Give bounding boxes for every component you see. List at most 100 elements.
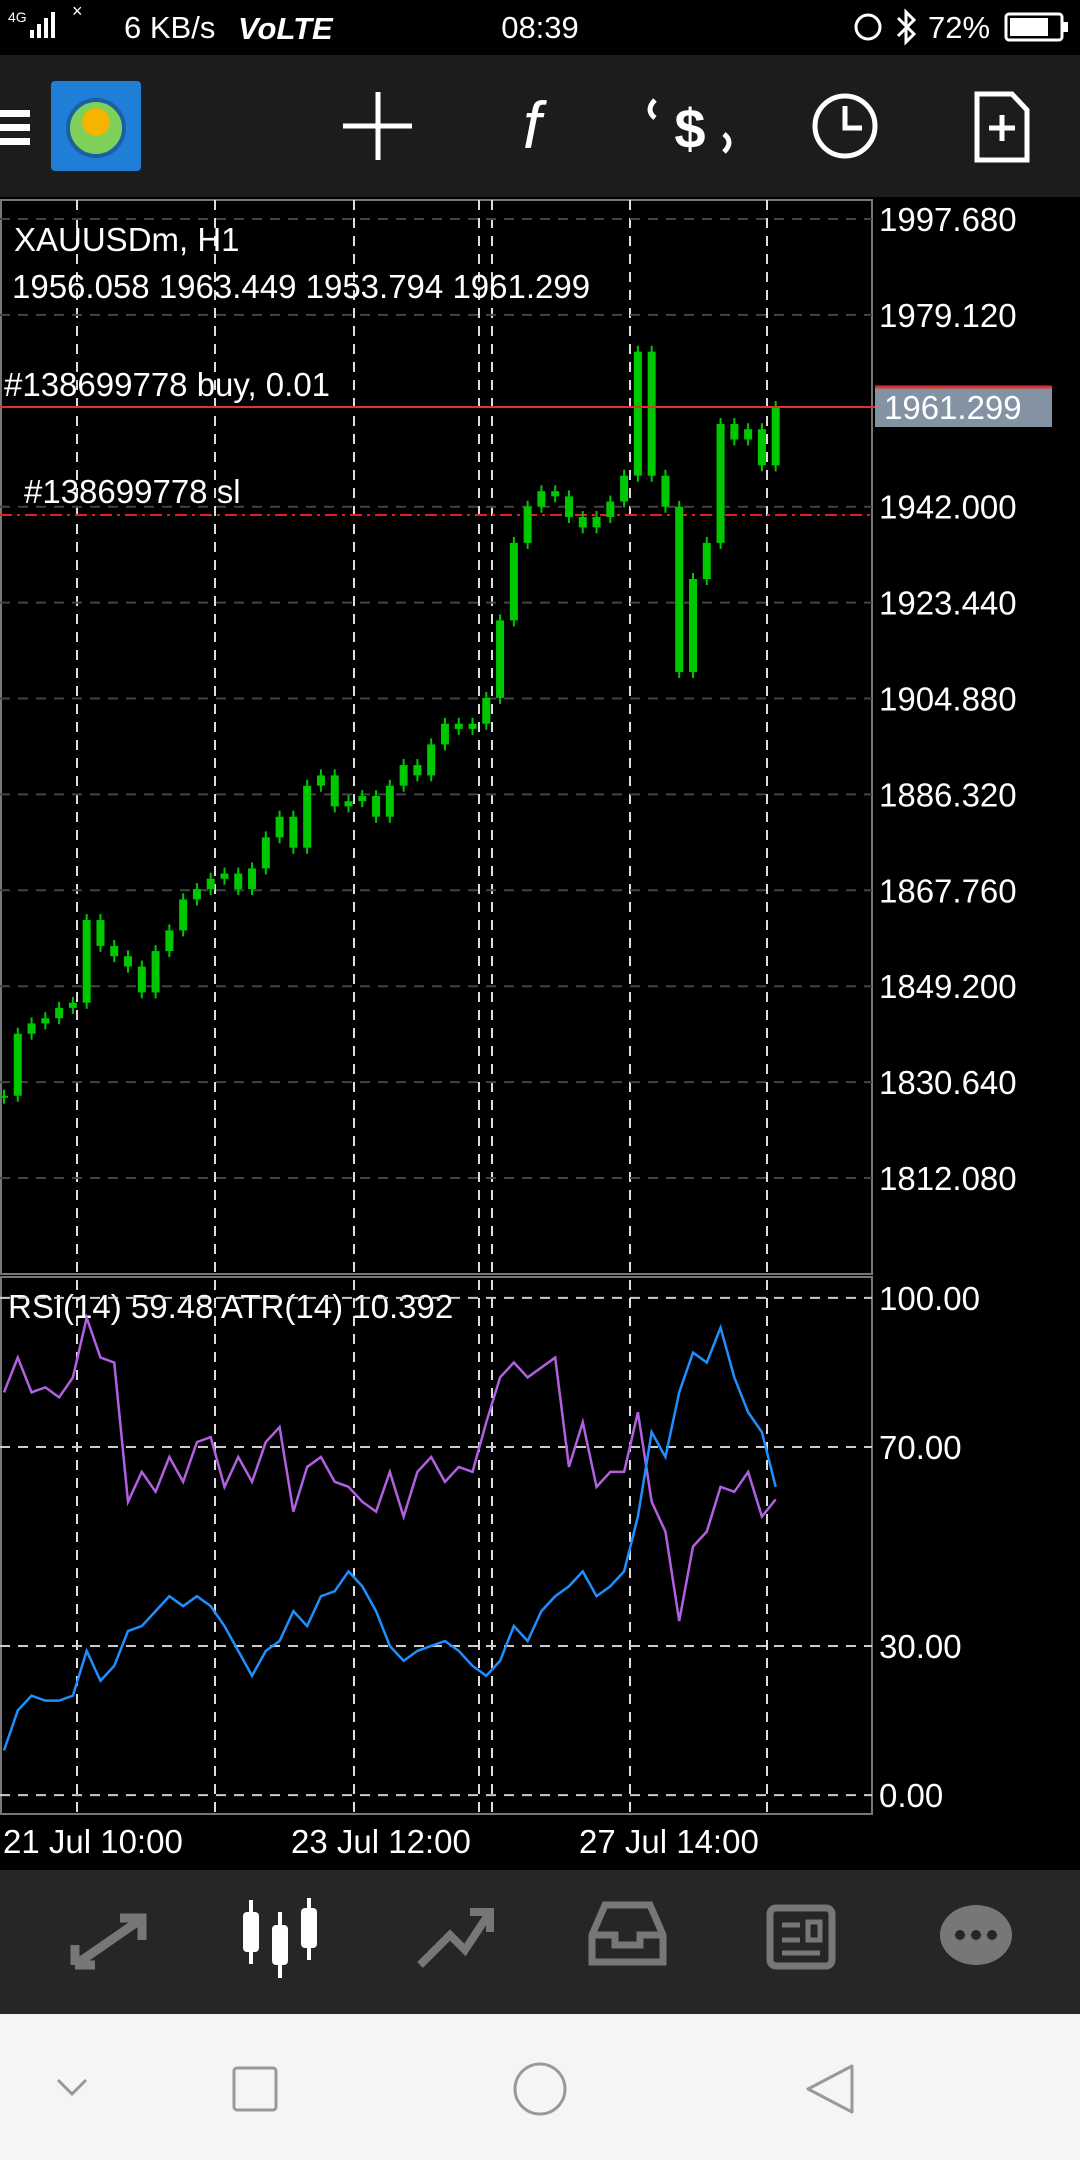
chart: XAUUSDm, H1 1956.058 1963.449 1953.794 1… [0, 199, 1052, 1860]
candle [124, 956, 133, 967]
sl-label: #138699778 sl [24, 473, 241, 510]
x-tick-label: 23 Jul 12:00 [291, 1823, 471, 1860]
crosshair-button[interactable] [343, 92, 412, 160]
y-tick-label: 100.00 [879, 1280, 980, 1317]
symbol-title: XAUUSDm, H1 [14, 221, 240, 258]
trade-tab[interactable] [417, 1908, 494, 1968]
period-button[interactable] [812, 93, 878, 159]
y-tick-label: 1867.760 [879, 872, 1017, 909]
candle [192, 889, 201, 900]
rsi-value: 59.48 [131, 1288, 214, 1325]
y-tick-label: 30.00 [879, 1628, 962, 1665]
candle [41, 1018, 50, 1024]
atr-name: ATR(14) [221, 1288, 343, 1325]
recents-button[interactable] [232, 2066, 278, 2112]
volte: VoLTE [238, 11, 334, 46]
candle [771, 406, 780, 466]
candle [606, 501, 615, 518]
history-tab[interactable] [588, 1901, 667, 1966]
menu-button[interactable] [0, 110, 30, 145]
candle [82, 920, 91, 1003]
battery-tip [1063, 22, 1068, 32]
candle [0, 1095, 8, 1098]
y-tick-label: 0.00 [879, 1777, 943, 1814]
indicator-label: RSI(14) 59.48 ATR(14) 10.392 [8, 1288, 453, 1325]
indicator-line [2, 1313, 777, 1622]
candle [372, 796, 381, 817]
close: 1961.299 [452, 268, 590, 305]
candle [454, 723, 463, 729]
candle [620, 475, 629, 502]
battery-fill [1010, 18, 1048, 36]
rsi-name: RSI(14) [8, 1288, 122, 1325]
no-signal: × [72, 1, 83, 21]
candle [578, 517, 587, 528]
candle [496, 620, 505, 698]
candle [358, 796, 367, 802]
candle [96, 920, 105, 946]
home-button[interactable] [513, 2062, 567, 2116]
candle [344, 801, 353, 807]
candle [523, 506, 532, 543]
open: 1956.058 [12, 268, 150, 305]
trade-button[interactable]: $ [674, 97, 705, 160]
current-price: 1961.299 [884, 389, 1022, 426]
clock-hands [842, 106, 862, 131]
period-separators [76, 200, 768, 1814]
order-label: #138699778 buy, 0.01 [4, 366, 330, 403]
y-tick-label: 1886.320 [879, 776, 1017, 813]
candle [13, 1033, 22, 1096]
candle [757, 429, 766, 466]
candle [537, 491, 546, 507]
chat-dots [955, 1930, 997, 1940]
low: 1953.794 [306, 268, 444, 305]
candle [551, 491, 560, 497]
candle [647, 351, 656, 476]
candle [151, 951, 160, 993]
price-panel-frame [0, 199, 873, 1275]
y-tick-label: 1904.880 [879, 681, 1017, 718]
alarm-icon [854, 13, 882, 41]
network: 4G [8, 9, 27, 25]
new-order-button[interactable] [974, 91, 1030, 163]
candle [413, 765, 422, 776]
candle [275, 816, 284, 838]
quotes-tab[interactable] [70, 1913, 147, 1970]
candle [137, 966, 146, 993]
high: 1963.449 [159, 268, 297, 305]
candle [468, 723, 477, 729]
candle [730, 424, 739, 440]
news-tab[interactable] [766, 1904, 836, 1970]
candle [68, 1002, 77, 1008]
bottom-nav [0, 1870, 1080, 2014]
chart-tab[interactable] [243, 1898, 317, 1978]
candle [716, 424, 725, 543]
y-tick-label: 70.00 [879, 1429, 962, 1466]
signal-icon [30, 12, 55, 38]
x-tick-label: 21 Jul 10:00 [3, 1823, 183, 1860]
y-tick-label: 1849.200 [879, 968, 1017, 1005]
y-tick-label: 1942.000 [879, 489, 1017, 526]
candle [689, 579, 697, 673]
candle [206, 878, 215, 890]
candle [440, 723, 449, 745]
back-button[interactable] [806, 2064, 854, 2114]
price-box [875, 386, 1052, 427]
candle [385, 785, 394, 817]
mt4-badge [82, 108, 110, 136]
atr-value: 10.392 [352, 1288, 453, 1325]
candle [330, 775, 339, 807]
y-tick-label: 1830.640 [879, 1064, 1017, 1101]
candle [303, 785, 312, 848]
candle [661, 475, 670, 507]
clock: 08:39 [501, 10, 579, 45]
battery-level: 72% [928, 10, 990, 45]
candle [27, 1023, 36, 1034]
candle [234, 873, 243, 890]
indicator-line [2, 1323, 777, 1751]
candle [399, 765, 408, 786]
candle [179, 899, 188, 931]
trade-arrows [647, 98, 732, 154]
hide-button[interactable] [56, 2078, 88, 2097]
